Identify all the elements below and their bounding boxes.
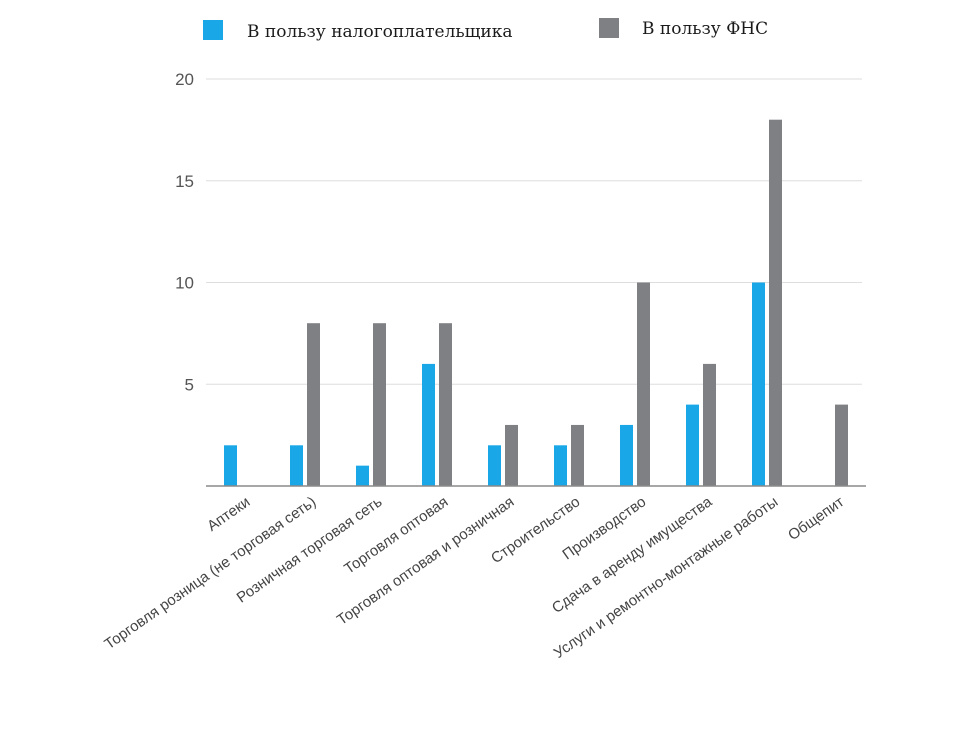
legend-label-fns: В пользу ФНС xyxy=(642,19,768,39)
bar-taxpayer xyxy=(422,363,435,486)
bar-fns xyxy=(505,424,518,486)
y-tick-label: 15 xyxy=(175,172,194,191)
bar-taxpayer xyxy=(224,445,237,486)
bar-fns xyxy=(835,404,848,486)
bar-fns xyxy=(571,424,584,486)
bar-taxpayer xyxy=(620,424,633,486)
legend-swatch-fns xyxy=(599,18,619,38)
y-tick-label: 20 xyxy=(175,70,194,89)
legend-swatch-taxpayer xyxy=(203,20,223,40)
bars xyxy=(224,119,848,486)
bar-taxpayer xyxy=(488,445,501,486)
bar-fns xyxy=(637,282,650,486)
bar-taxpayer xyxy=(554,445,567,486)
x-tick-label: Аптеки xyxy=(204,493,253,535)
bar-taxpayer xyxy=(752,282,765,486)
legend-label-taxpayer: В пользу налогоплательщика xyxy=(247,22,513,42)
legend: В пользу налогоплательщика В пользу ФНС xyxy=(203,18,768,42)
bar-fns xyxy=(439,323,452,486)
bar-fns xyxy=(703,363,716,486)
x-tick-label: Общепит xyxy=(785,493,847,544)
y-tick-label: 10 xyxy=(175,274,194,293)
bar-taxpayer xyxy=(290,445,303,486)
bar-taxpayer xyxy=(356,465,369,486)
x-axis-labels: Аптеки Торговля розница (не торговая сет… xyxy=(101,493,847,662)
y-tick-label: 5 xyxy=(185,375,194,394)
bar-fns xyxy=(373,323,386,486)
bar-fns xyxy=(769,119,782,486)
y-axis-ticks: 5 10 15 20 xyxy=(175,70,194,394)
bar-taxpayer xyxy=(686,404,699,486)
bar-fns xyxy=(307,323,320,486)
